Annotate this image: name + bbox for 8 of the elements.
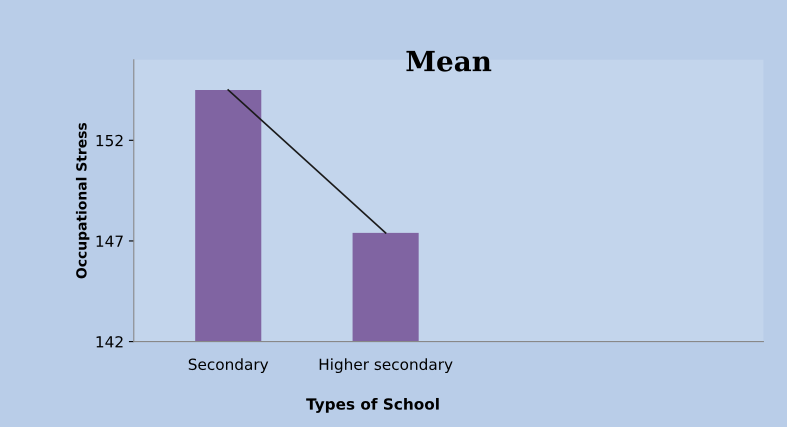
y-tick-label: 142 — [96, 336, 123, 348]
x-tick-label: Higher secondary — [320, 358, 453, 374]
x-tick-label: Secondary — [188, 358, 268, 374]
y-tick-label: 147 — [96, 236, 123, 247]
x-axis-title: Types of School — [306, 398, 439, 413]
chart-title: Mean — [406, 50, 492, 72]
y-axis-title: Occupational Stress — [76, 122, 90, 278]
y-tick-label: 152 — [96, 134, 123, 146]
